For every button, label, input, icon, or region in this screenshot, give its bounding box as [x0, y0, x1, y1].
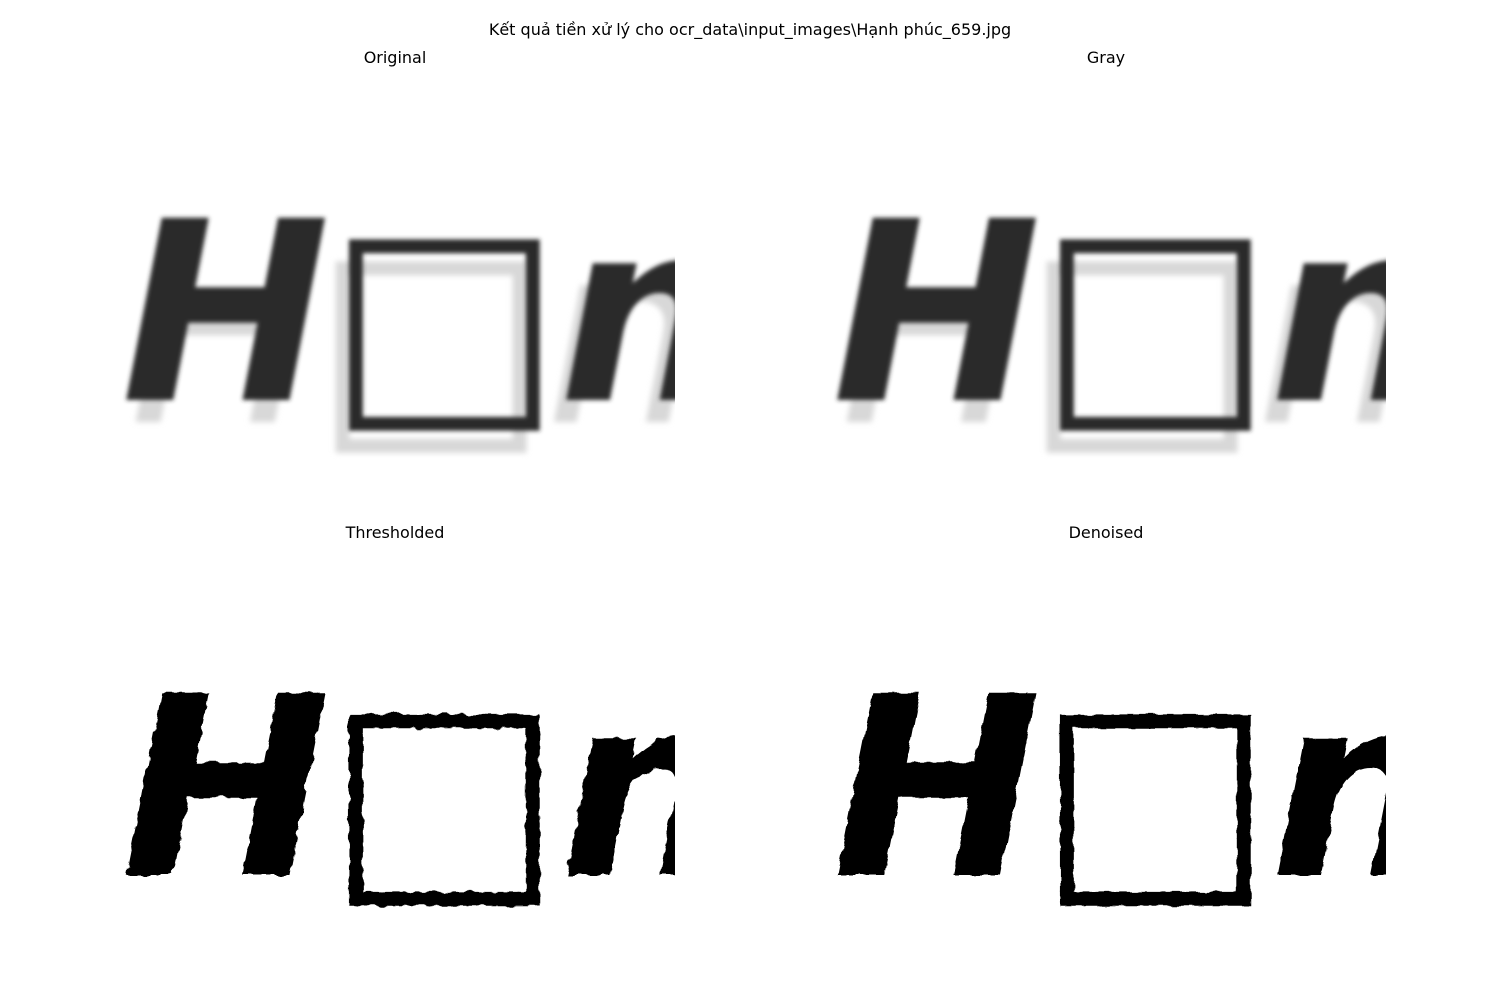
- panel-gray-image: H□nh phúc H□nh phúc: [826, 130, 1386, 490]
- word-image-text: H□nh phúc: [832, 643, 1386, 934]
- figure-title: Kết quả tiền xử lý cho ocr_data\input_im…: [0, 20, 1500, 39]
- panel-thresholded-image: H□nh phúc: [115, 605, 675, 965]
- panel-title-denoised: Denoised: [826, 523, 1386, 542]
- word-image-text: H□nh phúc: [832, 168, 1386, 459]
- panel-title-thresholded: Thresholded: [115, 523, 675, 542]
- panel-title-original: Original: [115, 48, 675, 67]
- panel-denoised-image: H□nh phúc: [826, 605, 1386, 965]
- original-word-image: H□nh phúc H□nh phúc: [115, 130, 675, 490]
- denoised-word-image: H□nh phúc: [826, 605, 1386, 965]
- thresholded-word-image: H□nh phúc: [115, 605, 675, 965]
- panel-original-image: H□nh phúc H□nh phúc: [115, 130, 675, 490]
- panel-title-gray: Gray: [826, 48, 1386, 67]
- word-image-text: H□nh phúc: [121, 168, 675, 459]
- gray-word-image: H□nh phúc H□nh phúc: [826, 130, 1386, 490]
- word-image-text: H□nh phúc: [121, 643, 675, 934]
